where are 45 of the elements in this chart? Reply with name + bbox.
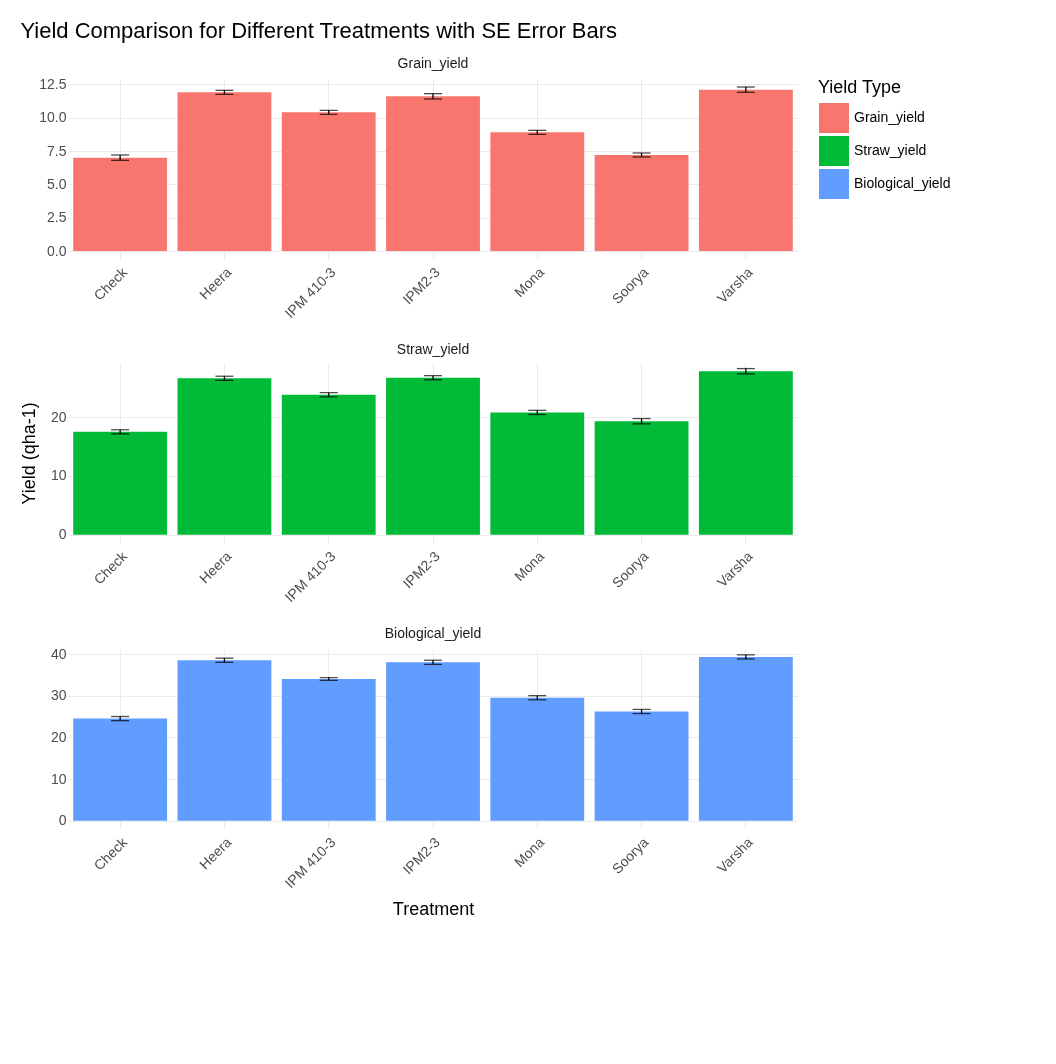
bar bbox=[177, 378, 272, 535]
y-tick-label: 10 bbox=[50, 467, 67, 484]
y-tick-label: 12.5 bbox=[39, 75, 67, 92]
bar bbox=[73, 718, 168, 821]
y-tick-label: 10 bbox=[50, 770, 67, 787]
bar bbox=[73, 431, 168, 535]
bar bbox=[594, 711, 689, 821]
bar bbox=[386, 377, 480, 535]
y-tick-label: 0.0 bbox=[47, 242, 67, 259]
y-tick-label: 7.5 bbox=[47, 142, 67, 159]
chart-subtitle: Straw_yield bbox=[396, 341, 470, 357]
bar bbox=[281, 394, 376, 535]
bar bbox=[698, 89, 793, 251]
bar bbox=[594, 155, 689, 251]
bar bbox=[281, 679, 376, 821]
chart-subtitle: Biological_yield bbox=[384, 625, 482, 641]
x-axis-title: Treatment bbox=[392, 899, 475, 920]
legend-label: Grain_yield bbox=[854, 109, 925, 125]
chart-title: Yield Comparison for Different Treatments with SE Error Bars bbox=[20, 18, 618, 44]
y-tick-label: 2.5 bbox=[47, 209, 67, 226]
bar bbox=[386, 96, 480, 251]
y-tick-label: 5.0 bbox=[47, 175, 67, 192]
y-tick-label: 10.0 bbox=[39, 109, 67, 126]
y-tick-label: 30 bbox=[50, 687, 67, 704]
bar bbox=[490, 697, 585, 821]
legend-title: Yield Type bbox=[818, 77, 902, 97]
y-tick-label: 20 bbox=[50, 408, 67, 425]
y-tick-label: 0 bbox=[58, 526, 67, 543]
bar bbox=[386, 662, 480, 821]
y-tick-label: 20 bbox=[50, 728, 67, 745]
y-axis-title: Yield (qha-1) bbox=[18, 402, 39, 505]
y-tick-label: 0 bbox=[58, 812, 67, 829]
bar bbox=[490, 132, 585, 251]
y-tick-label: 40 bbox=[50, 645, 67, 662]
legend-label: Biological_yield bbox=[854, 175, 951, 191]
legend-label: Straw_yield bbox=[854, 142, 927, 158]
bar bbox=[177, 660, 272, 821]
bar bbox=[594, 421, 689, 535]
bar bbox=[698, 371, 793, 535]
chart-subtitle: Grain_yield bbox=[397, 55, 469, 72]
bar bbox=[177, 92, 272, 251]
bar bbox=[490, 412, 585, 535]
bar bbox=[281, 112, 376, 251]
bar bbox=[73, 157, 168, 251]
bar bbox=[698, 656, 793, 821]
